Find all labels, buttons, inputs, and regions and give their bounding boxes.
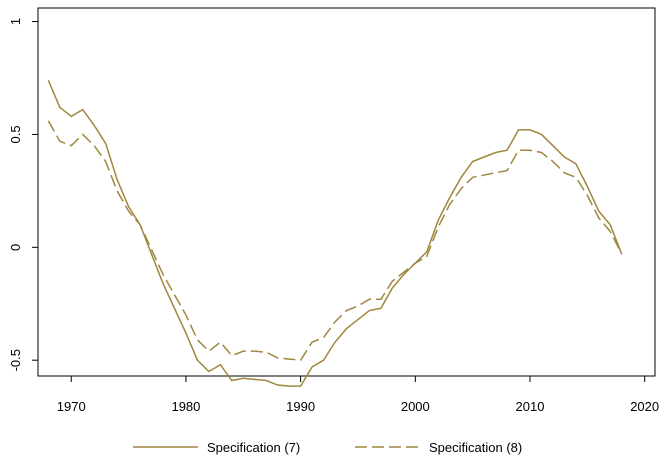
legend-label: Specification (8)	[429, 440, 522, 455]
y-tick-label: 0.5	[8, 125, 23, 143]
x-tick-label: 1990	[286, 399, 315, 414]
x-tick-label: 1980	[171, 399, 200, 414]
y-tick-label: -0.5	[8, 349, 23, 371]
line-series	[47, 120, 623, 361]
x-tick-label: 2020	[630, 399, 659, 414]
line-series	[47, 79, 623, 387]
y-tick-label: 1	[8, 18, 23, 25]
legend-label: Specification (7)	[207, 440, 300, 455]
x-tick-label: 2000	[401, 399, 430, 414]
plot-frame	[37, 7, 656, 377]
x-tick-label: 2010	[516, 399, 545, 414]
y-tick-label: 0	[8, 244, 23, 251]
x-tick-label: 1970	[57, 399, 86, 414]
